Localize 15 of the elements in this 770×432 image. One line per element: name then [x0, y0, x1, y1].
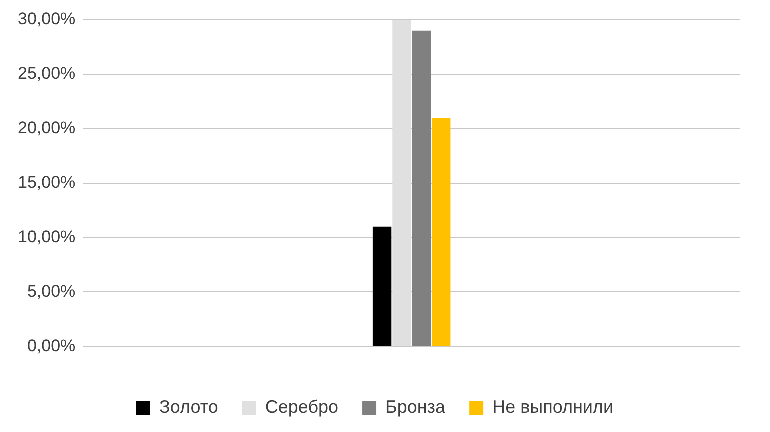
legend-label: Не выполнили	[492, 396, 614, 417]
bar	[412, 30, 432, 346]
bar	[392, 20, 412, 346]
y-tick-label: 5,00%	[27, 282, 76, 301]
y-tick-label: 15,00%	[18, 172, 76, 192]
y-tick-label: 10,00%	[18, 227, 76, 246]
bar	[432, 118, 451, 346]
y-tick-label: 30,00%	[18, 10, 76, 29]
legend-label: Бронза	[386, 396, 447, 417]
y-tick-label: 25,00%	[18, 64, 76, 84]
bar	[372, 226, 392, 346]
legend-label: Золото	[160, 396, 218, 417]
y-tick-label: 0,00%	[27, 336, 76, 356]
legend-label: Серебро	[265, 396, 339, 417]
y-tick-label: 20,00%	[18, 118, 76, 138]
